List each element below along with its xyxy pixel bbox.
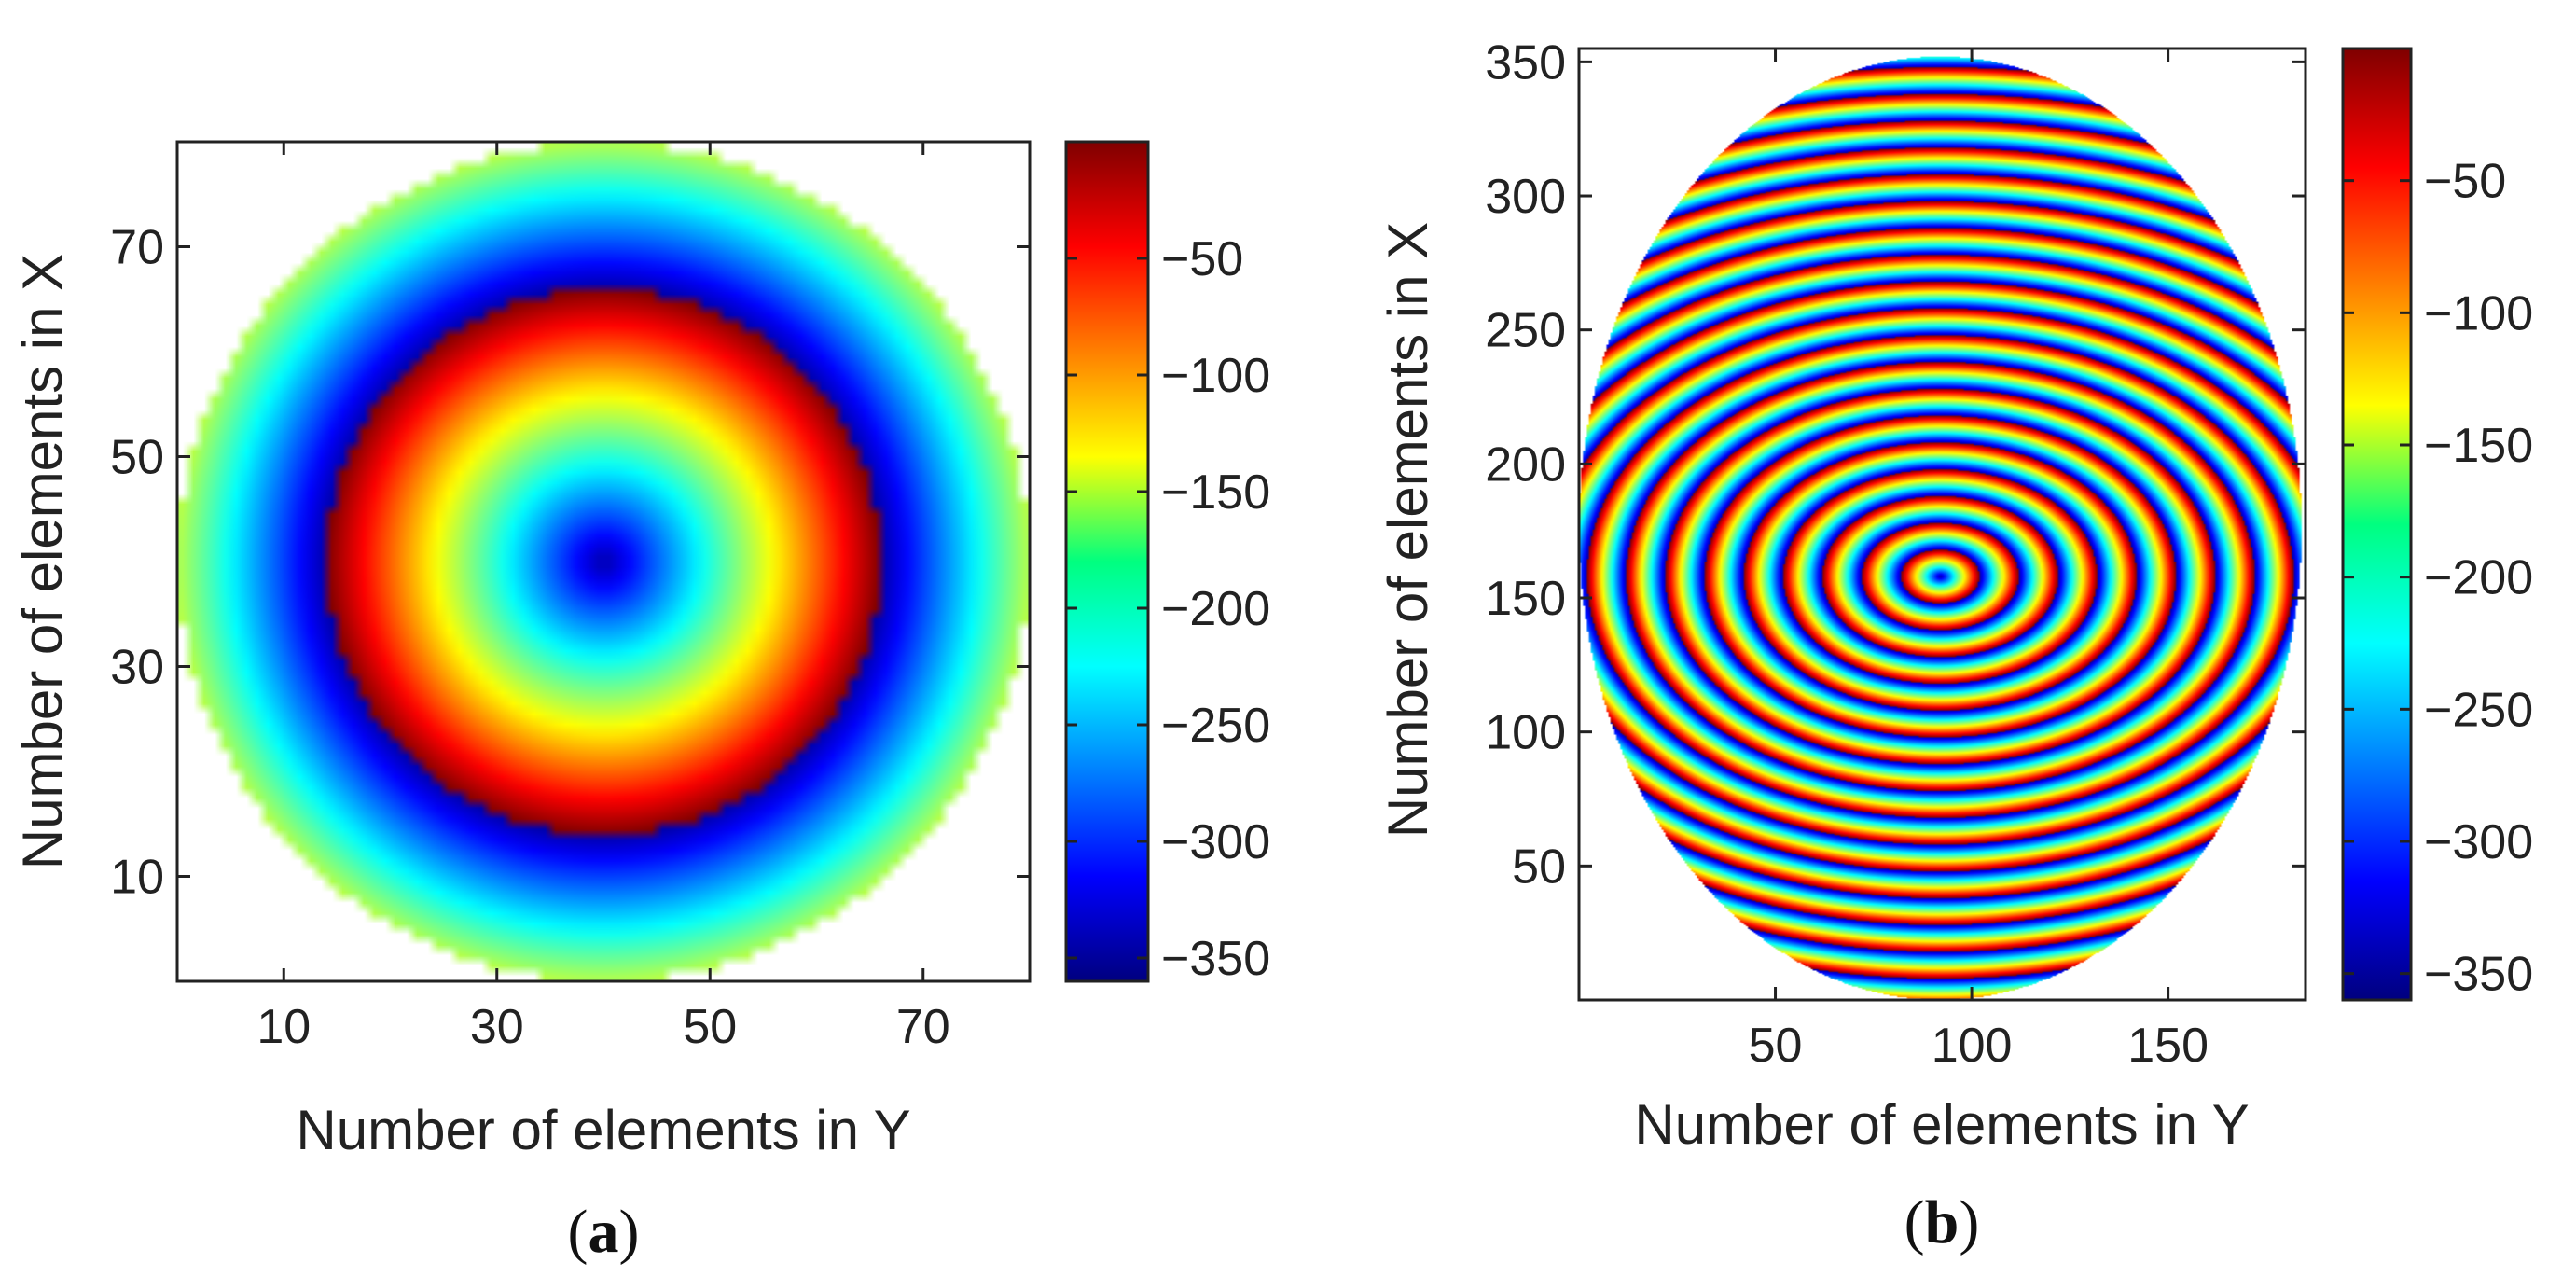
colorbar-tick-label: −200: [2424, 551, 2533, 605]
y-tick-label: 50: [110, 431, 164, 485]
colorbar-tick-label: −250: [2424, 683, 2533, 737]
y-tick-label: 250: [1485, 304, 1566, 358]
colorbar-tick-label: −50: [2424, 155, 2506, 209]
x-tick-label: 10: [256, 1000, 311, 1054]
x-tick-label: 70: [896, 1000, 950, 1054]
colorbar-tick-label: −350: [1161, 932, 1270, 986]
y-tick-label: 50: [1512, 840, 1566, 894]
colorbar-tick-label: −200: [1161, 582, 1270, 636]
ticks-a: 10 30 50 70 10 30 50 70: [110, 142, 1030, 1054]
x-axis-label-a: Number of elements in Y: [296, 1099, 910, 1161]
plot-frame-b: [1577, 47, 2307, 1002]
colorbar-tick-label: −350: [2424, 948, 2533, 1002]
x-tick-label: 150: [2127, 1019, 2209, 1073]
colorbar-tick-label: −150: [1161, 465, 1270, 520]
panel-label-a: (a): [568, 1198, 640, 1266]
y-tick-label: 350: [1485, 35, 1566, 90]
y-tick-label: 70: [110, 221, 164, 275]
x-tick-label: 50: [683, 1000, 737, 1054]
x-tick-label: 30: [470, 1000, 524, 1054]
colorbar-tick-label: −50: [1161, 232, 1243, 286]
x-tick-label: 100: [1932, 1019, 2013, 1073]
colorbar-ticks-a: −50 −100 −150 −200 −250 −300 −350: [1066, 232, 1270, 986]
colorbar-ticks-b: −50 −100 −150 −200 −250 −300 −350: [2343, 155, 2533, 1002]
colorbar-tick-label: −300: [2424, 815, 2533, 869]
colorbar-tick-label: −250: [1161, 699, 1270, 753]
colorbar-tick-label: −100: [1161, 349, 1270, 403]
colorbar-tick-label: −100: [2424, 286, 2533, 340]
x-axis-label-b: Number of elements in Y: [1634, 1093, 2249, 1156]
y-tick-label: 100: [1485, 706, 1566, 760]
colorbar-b: [2341, 47, 2413, 1002]
phase-map-a: [177, 142, 1030, 981]
plot-frame-a: [175, 140, 1032, 983]
colorbar-a: [1064, 140, 1150, 983]
y-tick-label: 150: [1485, 572, 1566, 626]
colorbar-tick-label: −150: [2424, 419, 2533, 473]
panel-a: 10 30 50 70 10 30 50 70 Number of elements in Y…: [11, 140, 1270, 1266]
y-tick-label: 30: [110, 641, 164, 695]
y-axis-label-a: Number of elements in X: [11, 254, 74, 869]
y-tick-label: 10: [110, 851, 164, 905]
x-tick-label: 50: [1749, 1019, 1803, 1073]
panel-b: 50 100 150 50 100 150 200 250 300 350 Number of e…: [1377, 35, 2533, 1256]
y-tick-label: 300: [1485, 170, 1566, 224]
phase-map-b: [1579, 49, 2306, 1000]
y-tick-label: 200: [1485, 437, 1566, 492]
panel-label-b: (b): [1904, 1188, 1980, 1256]
y-axis-label-b: Number of elements in X: [1377, 222, 1439, 838]
ticks-b: 50 100 150 50 100 150 200 250 300 350: [1485, 35, 2306, 1073]
colorbar-tick-label: −300: [1161, 815, 1270, 869]
